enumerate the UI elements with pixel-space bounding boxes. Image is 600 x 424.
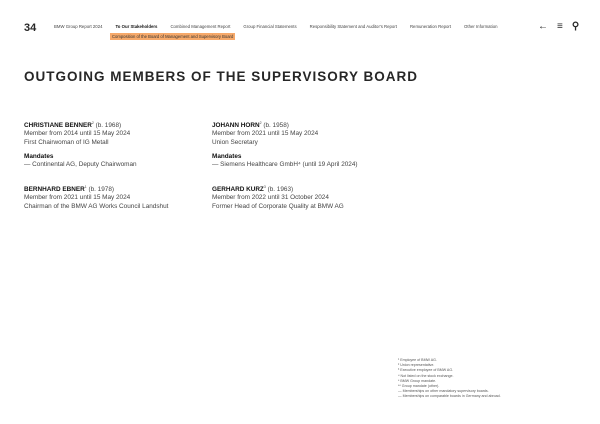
nav-financial-statements[interactable]: Group Financial Statements	[243, 24, 297, 29]
member-kurz: GERHARD KURZ3 (b. 1963) Member from 2022…	[212, 183, 344, 211]
term: Member from 2021 until 15 May 2024	[24, 194, 131, 202]
member-benner: CHRISTIANE BENNER2 (b. 1968) Member from…	[24, 119, 137, 169]
member-name: GERHARD KURZ	[212, 186, 264, 194]
member-horn: JOHANN HORN2 (b. 1958) Member from 2021 …	[212, 119, 358, 169]
page-number: 34	[24, 22, 37, 34]
nav-other[interactable]: Other Information	[464, 24, 498, 29]
search-icon[interactable]: ⚲	[571, 21, 580, 32]
member-name: JOHANN HORN	[212, 122, 260, 130]
term: Member from 2021 until 15 May 2024	[212, 130, 319, 138]
term: Member from 2014 until 15 May 2024	[24, 130, 131, 138]
mandates-label: Mandates	[212, 152, 242, 160]
page-title: OUTGOING MEMBERS OF THE SUPERVISORY BOAR…	[24, 69, 419, 84]
nav-report[interactable]: BMW Group Report 2024	[54, 24, 103, 29]
top-nav: BMW Group Report 2024 To Our Stakeholder…	[54, 24, 497, 29]
term: Member from 2022 until 31 October 2024	[212, 194, 329, 202]
footnote: ¹ Employee of BMW AG.	[398, 358, 437, 362]
role: Chairman of the BMW AG Works Council Lan…	[24, 202, 169, 210]
mandate: — Continental AG, Deputy Chairwoman	[24, 160, 137, 168]
footnote: ³ Executive employee of BMW AG.	[398, 368, 454, 373]
born: (b. 1958)	[263, 122, 289, 130]
member-ebner: BERNHARD EBNER1 (b. 1978) Member from 20…	[24, 183, 168, 211]
footnotes: ¹ Employee of BMW AG. ² Union representa…	[398, 358, 501, 400]
born: (b. 1963)	[267, 186, 294, 194]
nav-responsibility[interactable]: Responsibility Statement and Auditor's R…	[309, 24, 397, 29]
footnote: ** Group mandate (other).	[398, 384, 440, 389]
footnote: — Memberships on comparable boards in Ge…	[398, 394, 501, 399]
footnote-ref: 2	[259, 121, 262, 125]
role: Union Secretary	[212, 138, 258, 146]
footnote: ² Union representative.	[398, 363, 435, 368]
mandates-label: Mandates	[24, 152, 54, 160]
role: Former Head of Corporate Quality at BMW …	[212, 202, 344, 210]
nav-remuneration[interactable]: Remuneration Report	[409, 24, 452, 29]
footnote-ref: 3	[263, 185, 266, 189]
menu-icon[interactable]: ≡	[557, 21, 563, 32]
mandate: — Siemens Healthcare GmbH⁴ (until 19 Apr…	[212, 160, 358, 168]
footnote: * BMW Group mandate.	[398, 378, 437, 383]
nav-management-report[interactable]: Combined Management Report	[170, 24, 231, 29]
member-name: BERNHARD EBNER	[24, 186, 85, 194]
footnote: ⁴ Not listed on the stock exchange.	[398, 373, 454, 378]
subsection-link[interactable]: Composition of the Board of Management a…	[110, 33, 236, 40]
member-name: CHRISTIANE BENNER	[24, 122, 92, 130]
born: (b. 1968)	[95, 122, 122, 130]
footnote-ref: 2	[91, 121, 94, 125]
footnote: — Memberships on other mandatory supervi…	[398, 389, 489, 394]
role: First Chairwoman of IG Metall	[24, 138, 109, 146]
born: (b. 1978)	[88, 186, 115, 194]
back-arrow-icon[interactable]: ←	[538, 21, 548, 32]
nav-stakeholders[interactable]: To Our Stakeholders	[115, 24, 158, 29]
footnote-ref: 1	[84, 185, 87, 189]
